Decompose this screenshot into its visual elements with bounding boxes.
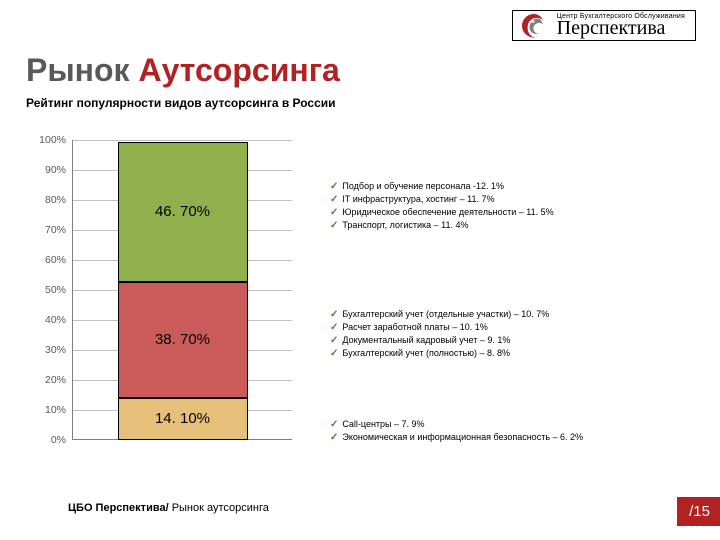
chart-y-label: 40% [26, 314, 66, 326]
page-title: Рынок Аутсорсинга [26, 52, 340, 89]
bullet-item: ✓ Документальный кадровый учет – 9. 1% [330, 334, 700, 347]
bullet-text: Экономическая и информационная безопасно… [342, 431, 583, 444]
chart-bar-segment: 38. 70% [118, 282, 248, 398]
chart-y-label: 70% [26, 224, 66, 236]
chart-y-label: 20% [26, 374, 66, 386]
bullet-item: ✓ Бухгалтерский учет (отдельные участки) … [330, 308, 700, 321]
subtitle: Рейтинг популярности видов аутсорсинга в… [26, 96, 336, 110]
bullet-item: ✓ Транспорт, логистика – 11. 4% [330, 219, 700, 232]
bullet-text: Документальный кадровый учет – 9. 1% [342, 334, 510, 347]
check-icon: ✓ [330, 431, 338, 444]
check-icon: ✓ [330, 418, 338, 431]
chart-bar-segment: 46. 70% [118, 142, 248, 282]
bullet-text: Расчет заработной платы – 10. 1% [342, 321, 487, 334]
bullet-text: Call-центры – 7. 9% [342, 418, 424, 431]
chart-y-label: 30% [26, 344, 66, 356]
chart-y-label: 50% [26, 284, 66, 296]
bullet-text: Юридическое обеспечение деятельности – 1… [342, 206, 553, 219]
check-icon: ✓ [330, 206, 338, 219]
footer-breadcrumb: ЦБО Перспектива/ Рынок аутсорсинга [68, 502, 269, 514]
chart-plot-area: 46. 70%38. 70%14. 10% [72, 140, 292, 440]
bullet-item: ✓ Бухгалтерский учет (полностью) – 8. 8% [330, 347, 700, 360]
bullet-text: IT инфраструктура, хостинг – 11. 7% [342, 193, 494, 206]
bullet-text: Бухгалтерский учет (отдельные участки) –… [342, 308, 549, 321]
page-number-tab: /15 [677, 497, 720, 526]
check-icon: ✓ [330, 347, 338, 360]
bullet-item: ✓ Юридическое обеспечение деятельности – … [330, 206, 700, 219]
bullet-group: ✓ Подбор и обучение персонала -12. 1% ✓ IT … [330, 180, 700, 232]
logo-swirl-icon [519, 11, 549, 41]
chart-bar-segment: 14. 10% [118, 398, 248, 440]
chart-y-label: 90% [26, 164, 66, 176]
bullet-text: Транспорт, логистика – 11. 4% [342, 219, 468, 232]
check-icon: ✓ [330, 308, 338, 321]
chart-y-label: 60% [26, 254, 66, 266]
bullet-group: ✓ Бухгалтерский учет (отдельные участки) … [330, 308, 700, 360]
chart-y-label: 100% [26, 134, 66, 146]
chart-y-label: 0% [26, 434, 66, 446]
check-icon: ✓ [330, 180, 338, 193]
bullet-item: ✓ Расчет заработной платы – 10. 1% [330, 321, 700, 334]
bullet-item: ✓ IT инфраструктура, хостинг – 11. 7% [330, 193, 700, 206]
check-icon: ✓ [330, 219, 338, 232]
logo-main-text: Перспектива [557, 18, 685, 38]
bullet-text: Подбор и обучение персонала -12. 1% [342, 180, 504, 193]
bullet-text: Бухгалтерский учет (полностью) – 8. 8% [342, 347, 510, 360]
check-icon: ✓ [330, 334, 338, 347]
footer-bold: ЦБО Перспектива/ [68, 502, 172, 514]
title-part-grey: Рынок [26, 52, 138, 88]
logo: Центр Бухгалтерского Обслуживания Перспе… [512, 10, 696, 41]
title-part-red: Аутсорсинга [138, 52, 339, 88]
footer-rest: Рынок аутсорсинга [172, 502, 269, 514]
bullet-item: ✓ Подбор и обучение персонала -12. 1% [330, 180, 700, 193]
check-icon: ✓ [330, 193, 338, 206]
chart-y-label: 10% [26, 404, 66, 416]
chart-y-label: 80% [26, 194, 66, 206]
stacked-bar-chart: 46. 70%38. 70%14. 10% 0% 10% 20% 30% 40% 50% 6… [26, 130, 306, 450]
check-icon: ✓ [330, 321, 338, 334]
bullet-item: ✓ Экономическая и информационная безопасн… [330, 431, 700, 444]
bullet-group: ✓ Call-центры – 7. 9% ✓ Экономическая и инф… [330, 418, 700, 444]
bullet-item: ✓ Call-центры – 7. 9% [330, 418, 700, 431]
